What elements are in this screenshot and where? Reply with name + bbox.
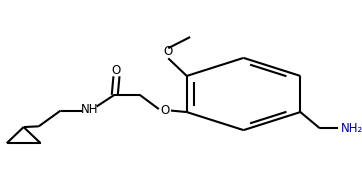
- Text: NH₂: NH₂: [341, 122, 362, 135]
- Text: O: O: [111, 64, 121, 77]
- Text: O: O: [164, 45, 173, 58]
- Text: NH: NH: [80, 103, 98, 116]
- Text: O: O: [160, 104, 169, 117]
